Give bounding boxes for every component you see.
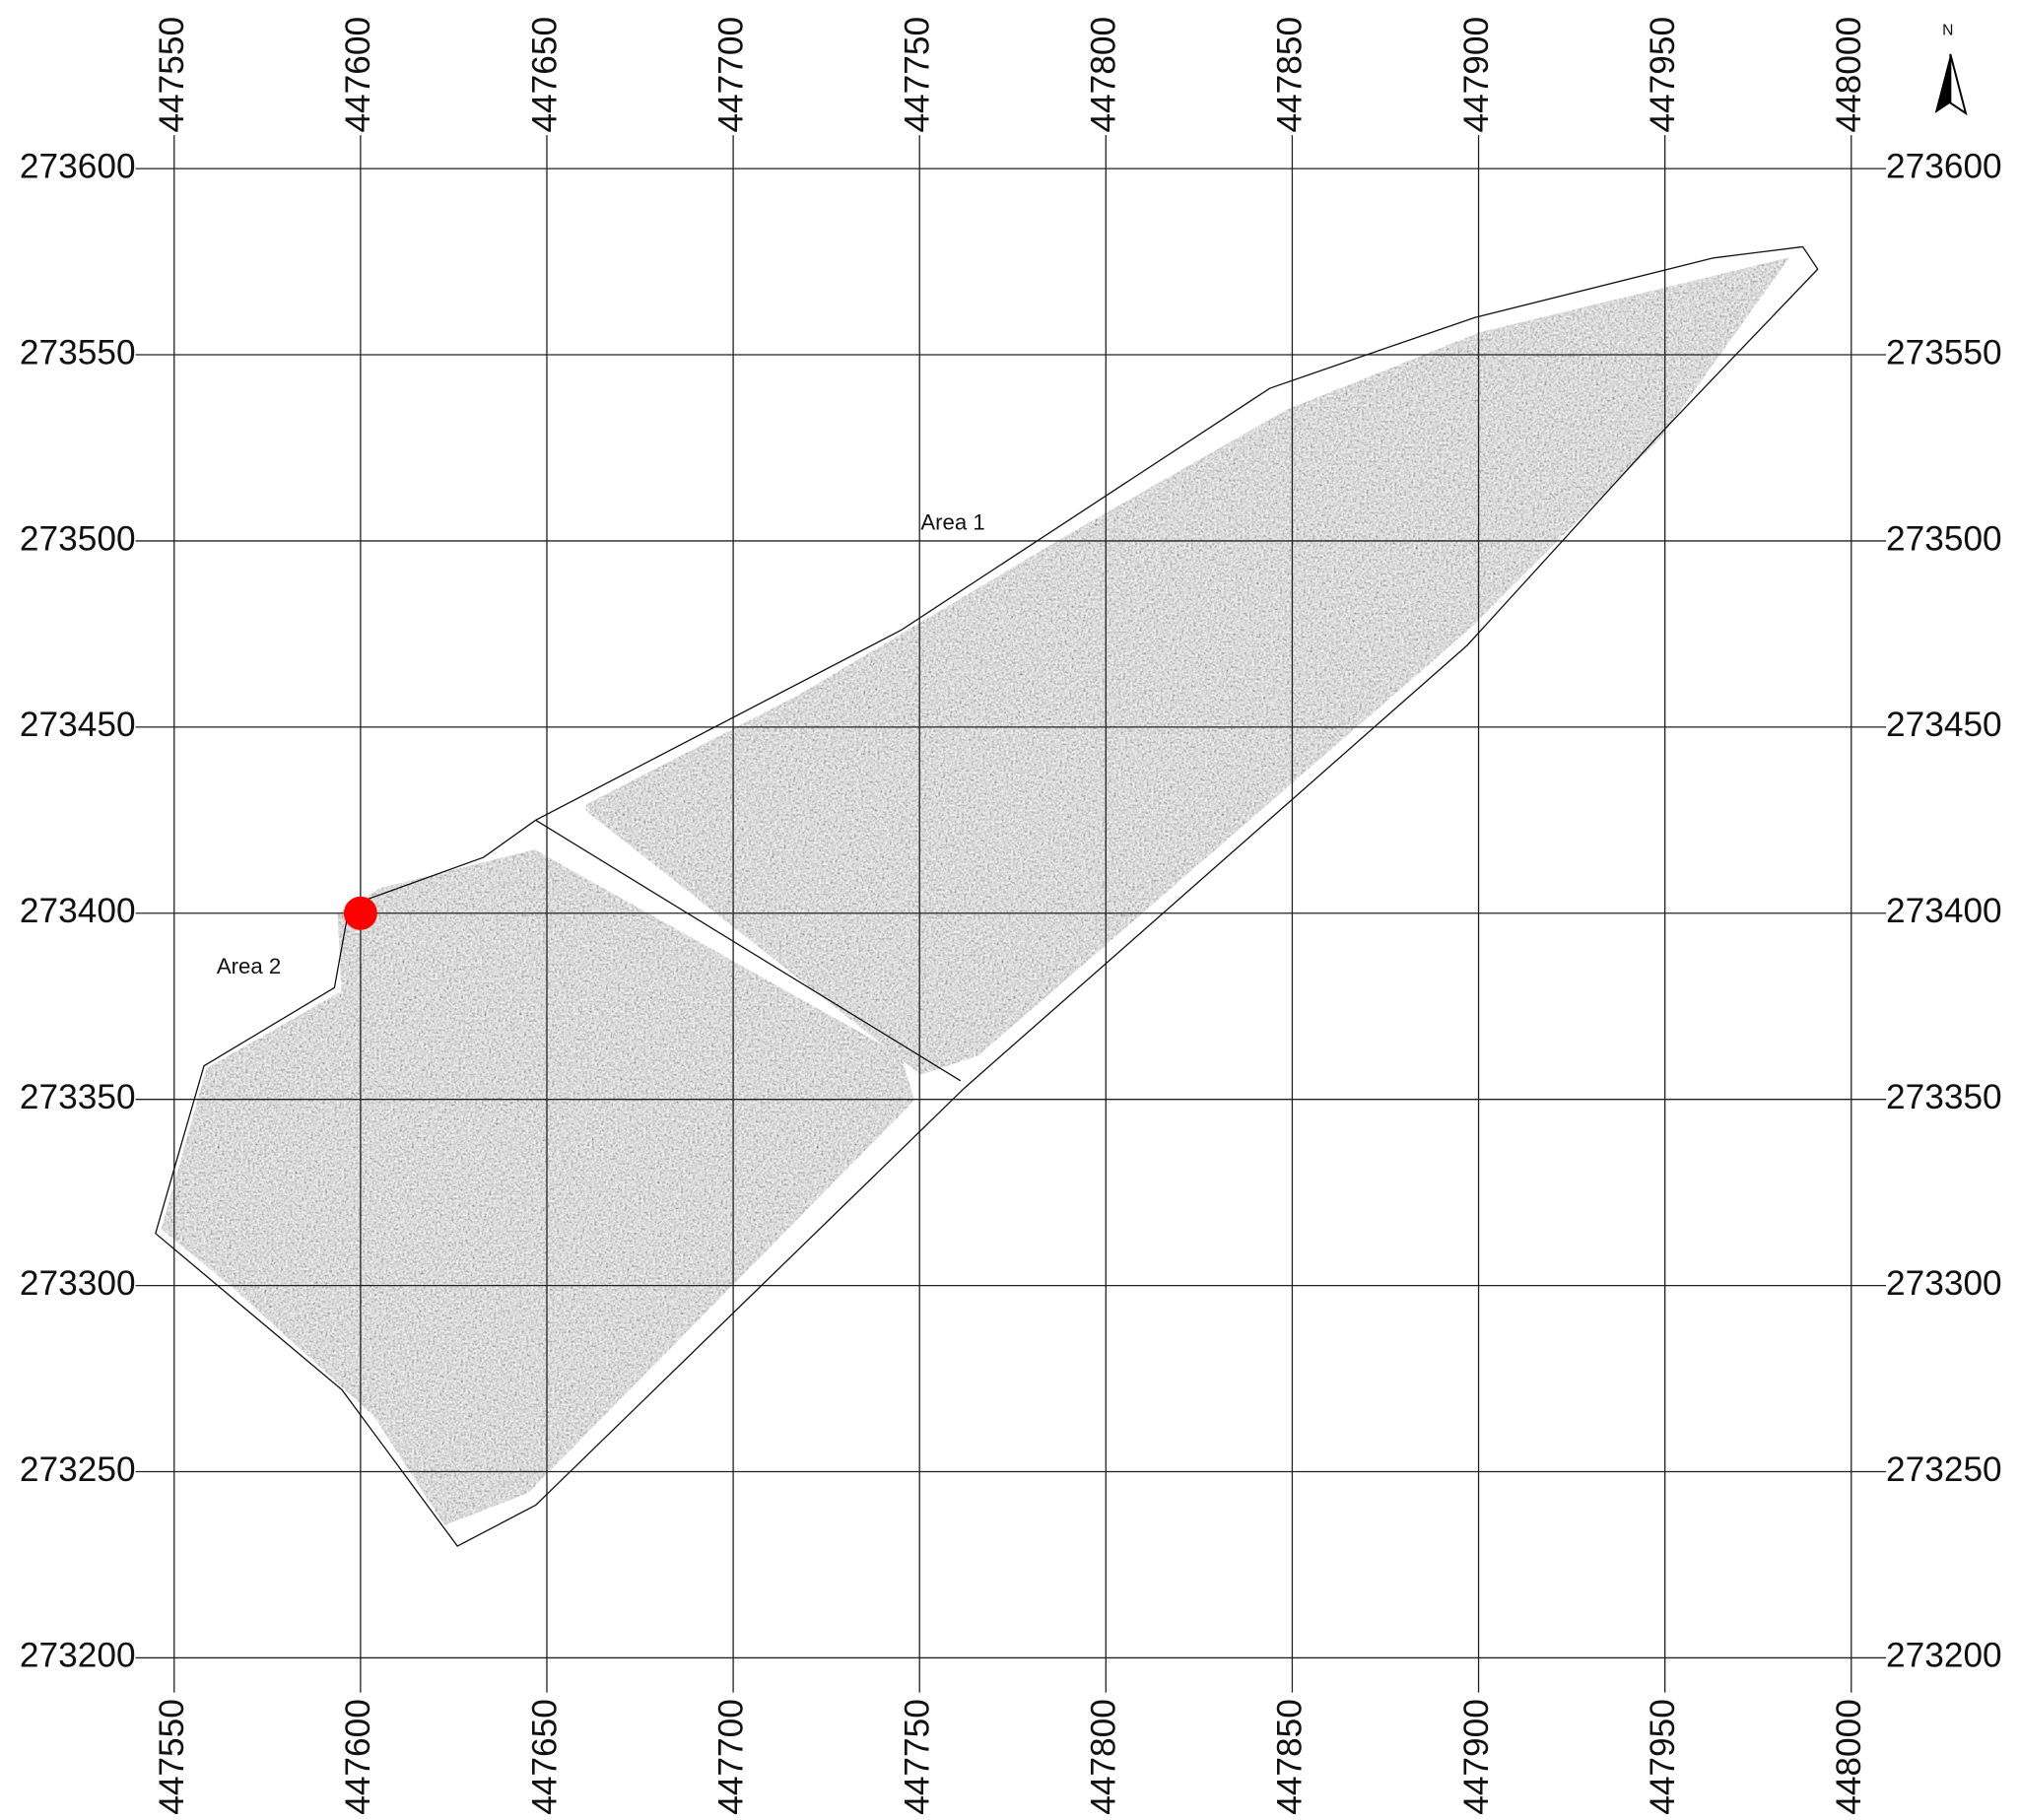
y-tick-label: 273250 xyxy=(20,1450,136,1489)
y-tick-label: 273400 xyxy=(1886,892,2002,930)
x-tick-label: 447800 xyxy=(1085,1699,1123,1815)
x-tick-label: 447600 xyxy=(339,1699,377,1815)
area-1-survey xyxy=(586,257,1789,1074)
y-tick-label: 273550 xyxy=(20,333,136,371)
y-tick-label: 273500 xyxy=(20,519,136,558)
y-tick-label: 273550 xyxy=(1886,333,2002,371)
x-tick-label: 447950 xyxy=(1644,17,1682,133)
x-tick-label: 447950 xyxy=(1644,1699,1682,1815)
north-arrow-left xyxy=(1935,54,1951,113)
y-tick-label: 273200 xyxy=(20,1637,136,1675)
y-tick-label: 273450 xyxy=(20,706,136,744)
y-tick-label: 273350 xyxy=(20,1078,136,1116)
x-tick-label: 447650 xyxy=(525,1699,564,1815)
x-tick-label: 447750 xyxy=(899,17,937,133)
y-tick-label: 273400 xyxy=(20,892,136,930)
x-tick-label: 447700 xyxy=(711,17,750,133)
north-label: N xyxy=(1942,22,1953,38)
x-tick-label: 447850 xyxy=(1271,1699,1310,1815)
x-tick-label: 447850 xyxy=(1271,17,1310,133)
page: Survey map html, body { margin: 0; paddi… xyxy=(0,0,2019,1820)
y-tick-label: 273300 xyxy=(20,1264,136,1303)
area-label: Area 1 xyxy=(920,509,984,534)
y-tick-label: 273350 xyxy=(1886,1078,2002,1116)
area-label: Area 2 xyxy=(217,954,281,978)
x-tick-label: 448000 xyxy=(1830,17,1868,133)
y-tick-label: 273200 xyxy=(1886,1637,2002,1675)
x-tick-label: 447900 xyxy=(1457,1699,1496,1815)
y-tick-label: 273450 xyxy=(1886,706,2002,744)
x-tick-label: 447650 xyxy=(525,17,564,133)
survey-map: N Area 1 Area 2 447550 447550 447600 447600… xyxy=(0,0,2019,1820)
y-tick-label: 273300 xyxy=(1886,1264,2002,1303)
x-tick-label: 447900 xyxy=(1457,17,1496,133)
y-tick-label: 273500 xyxy=(1886,519,2002,558)
survey-data xyxy=(162,257,1789,1525)
y-tick-label: 273250 xyxy=(1886,1450,2002,1489)
y-tick-label: 273600 xyxy=(20,147,136,185)
x-tick-label: 447750 xyxy=(899,1699,937,1815)
north-arrow-right xyxy=(1950,54,1966,113)
location-marker xyxy=(344,897,377,930)
x-tick-label: 447700 xyxy=(711,1699,750,1815)
x-tick-label: 447800 xyxy=(1085,17,1123,133)
x-tick-label: 447550 xyxy=(153,1699,191,1815)
y-tick-label: 273600 xyxy=(1886,147,2002,185)
x-tick-label: 447550 xyxy=(153,17,191,133)
x-tick-label: 448000 xyxy=(1830,1699,1868,1815)
body: {"map": { "xlim": [447550, 448000], "yli… xyxy=(0,0,2019,1820)
x-tick-label: 447600 xyxy=(339,17,377,133)
